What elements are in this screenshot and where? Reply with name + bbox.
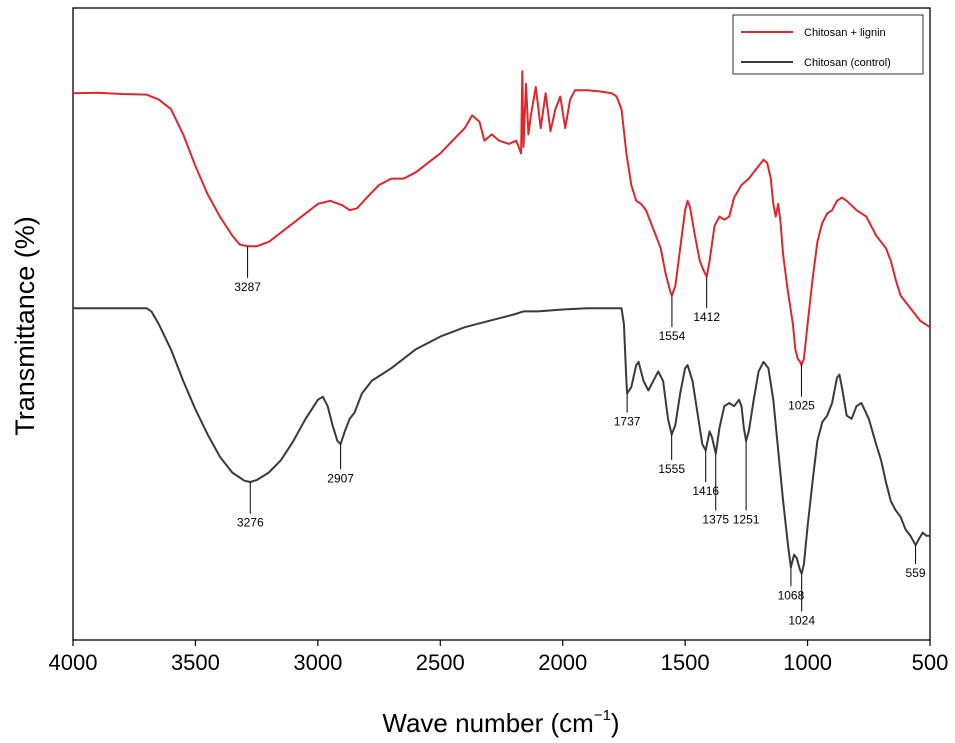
x-tick-label-2000: 2000	[538, 650, 587, 675]
peak-label-3276: 3276	[237, 516, 264, 530]
x-axis-label-end: )	[611, 708, 620, 738]
series-line-chitosan-lignin	[72, 70, 931, 367]
x-tick-label-3500: 3500	[171, 650, 220, 675]
legend-label-chitosan-lignin: Chitosan + lignin	[804, 27, 886, 39]
x-axis-label: Wave number (cm−1)	[382, 707, 619, 738]
peak-label-1555: 1555	[658, 462, 685, 476]
peak-label-1375: 1375	[702, 512, 729, 526]
x-tick-label-2500: 2500	[416, 650, 465, 675]
legend-box	[732, 14, 924, 75]
series-layer	[72, 70, 931, 575]
peak-label-1068: 1068	[778, 588, 805, 602]
peak-label-1251: 1251	[733, 512, 760, 526]
peak-label-1416: 1416	[692, 484, 719, 498]
x-tick-label-1500: 1500	[661, 650, 710, 675]
plot-frame	[72, 7, 931, 641]
legend-label-chitosan-control: Chitosan (control)	[804, 57, 891, 69]
series-line-chitosan-control	[73, 307, 930, 575]
peak-label-1025: 1025	[788, 399, 815, 413]
x-axis-ticks: 4000 3500 3000 2500 2000 1500 1000 500	[49, 640, 949, 675]
peak-label-1412: 1412	[693, 310, 720, 324]
x-tick-label-4000: 4000	[49, 650, 98, 675]
legend: Chitosan + lignin Chitosan (control)	[732, 14, 924, 75]
x-tick-label-3000: 3000	[293, 650, 342, 675]
peak-label-1554: 1554	[659, 329, 686, 343]
x-tick-label-1000: 1000	[783, 650, 832, 675]
x-tick-label-500: 500	[912, 650, 949, 675]
peak-annotation-layer: 3287 1554 1412 1025 3276 2907 1737 1555 1416 1375…	[234, 246, 926, 628]
peak-label-1737: 1737	[614, 414, 641, 428]
peak-label-3287: 3287	[234, 280, 261, 294]
peak-label-1024: 1024	[788, 614, 815, 628]
x-axis-label-main: Wave number (cm	[382, 708, 593, 738]
peak-label-2907: 2907	[327, 471, 354, 485]
x-axis-label-sup: −1	[594, 707, 611, 724]
y-axis-label: Transmittance (%)	[10, 216, 40, 436]
peak-label-559: 559	[906, 566, 926, 580]
